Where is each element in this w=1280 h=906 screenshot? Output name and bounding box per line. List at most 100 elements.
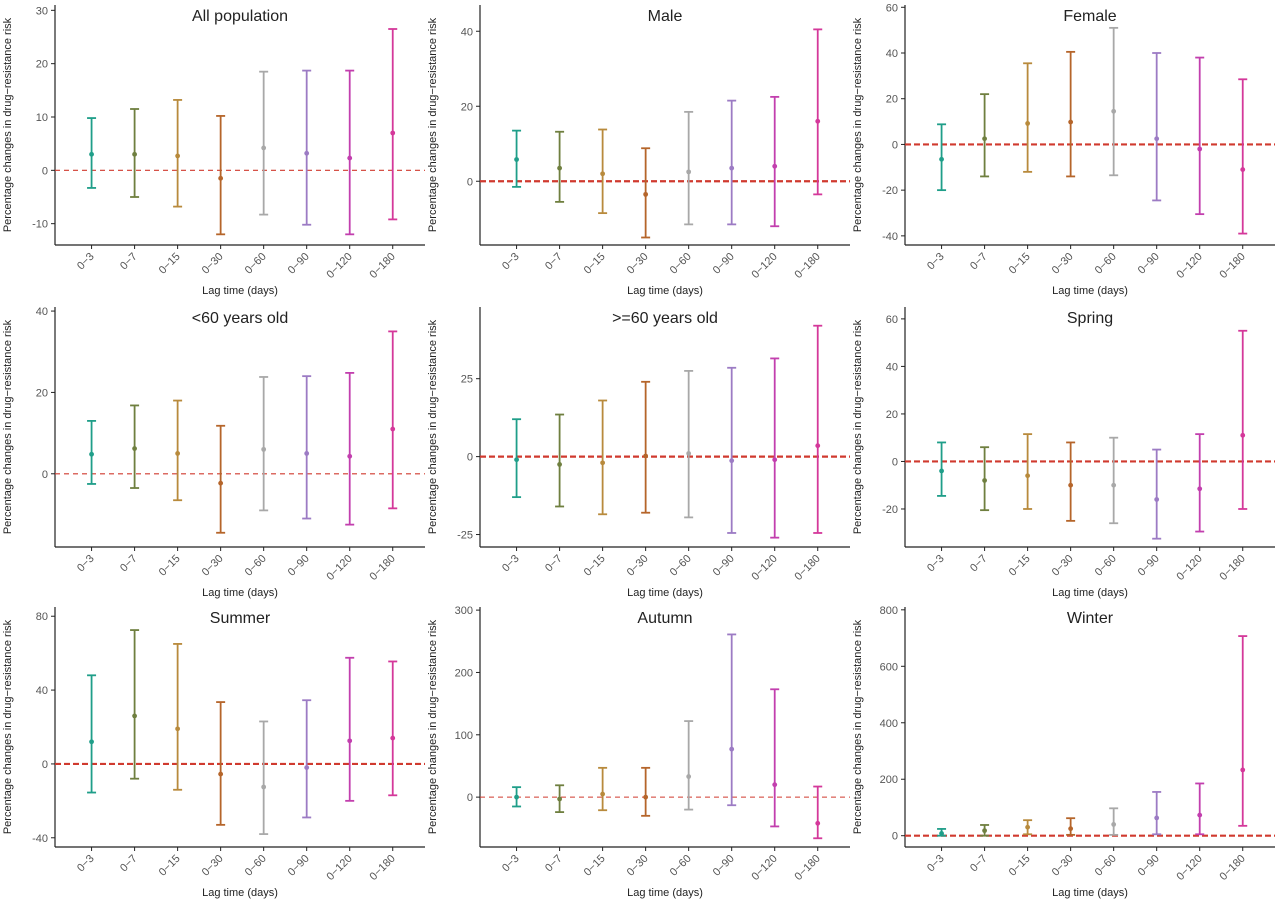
point-estimate: [643, 191, 649, 197]
y-tick-label: 25: [461, 374, 473, 386]
point-estimate: [1240, 767, 1246, 773]
point-estimate: [347, 155, 353, 161]
point-estimate: [982, 136, 987, 142]
point-estimate: [1197, 146, 1203, 152]
point-estimate: [1154, 497, 1160, 502]
point-estimate: [89, 151, 94, 157]
point-estimate: [1154, 136, 1160, 142]
point-estimate: [1154, 815, 1160, 821]
point-estimate: [1111, 822, 1117, 827]
error-bar: [345, 371, 355, 526]
y-tick-label: 0: [42, 759, 48, 771]
point-estimate: [1111, 482, 1117, 488]
point-estimate: [89, 739, 94, 745]
point-estimate: [261, 446, 267, 452]
point-estimate: [600, 171, 606, 177]
error-bar: [1238, 635, 1248, 827]
error-bar: [641, 766, 651, 817]
error-bar: [130, 629, 140, 780]
y-tick-label: -40: [882, 231, 898, 243]
y-tick-label: 800: [880, 605, 898, 617]
point-estimate: [643, 794, 649, 800]
error-bar: [770, 95, 780, 228]
x-tick-label: 0−120: [749, 251, 779, 281]
y-tick-label: 60: [886, 2, 898, 14]
y-tick-label: 0: [892, 831, 898, 843]
chart-panel: Summer Percentage changes in drug−resista…: [2, 607, 425, 899]
error-bar: [130, 404, 140, 489]
point-estimate: [514, 157, 519, 162]
x-tick-label: 0−30: [1050, 853, 1076, 879]
y-axis-title: Percentage changes in drug−resistance ri…: [852, 619, 864, 834]
error-bar: [937, 441, 947, 497]
error-bar: [813, 785, 823, 840]
error-bar: [345, 656, 355, 802]
x-tick-label: 0−60: [668, 553, 694, 579]
error-bar: [216, 424, 226, 534]
error-bar: [684, 369, 694, 519]
x-tick-label: 0−90: [286, 853, 312, 879]
error-bar: [1066, 441, 1076, 522]
panel-title: Female: [1063, 8, 1116, 25]
y-tick-label: 0: [892, 139, 898, 151]
error-bar: [259, 376, 269, 512]
error-bar: [980, 446, 990, 512]
x-tick-label: 0−15: [157, 853, 183, 879]
point-estimate: [1111, 108, 1117, 114]
y-axis-title: Percentage changes in drug−resistance ri…: [2, 319, 14, 534]
error-bar: [937, 828, 947, 837]
chart-panel: Male Percentage changes in drug−resistanc…: [427, 5, 850, 297]
point-estimate: [686, 774, 692, 779]
x-tick-label: 0−90: [711, 553, 737, 579]
error-bar: [1066, 50, 1076, 178]
error-bar: [259, 720, 269, 835]
error-bar: [1195, 56, 1205, 216]
y-tick-label: 200: [880, 774, 898, 786]
y-tick-label: 0: [42, 469, 48, 481]
point-estimate: [390, 426, 396, 432]
point-estimate: [1197, 486, 1203, 492]
error-bar: [727, 99, 737, 226]
point-estimate: [1025, 121, 1031, 126]
chart-panel: <60 years old Percentage changes in drug−…: [2, 306, 425, 599]
point-estimate: [772, 782, 778, 788]
x-tick-label: 0−3: [925, 553, 947, 575]
y-tick-label: 30: [36, 5, 48, 17]
x-tick-label: 0−60: [1093, 553, 1119, 579]
x-tick-label: 0−15: [157, 251, 183, 277]
y-tick-label: 40: [886, 48, 898, 60]
panel-title: Autumn: [637, 610, 692, 627]
x-tick-label: 0−180: [368, 553, 398, 583]
point-estimate: [939, 831, 944, 836]
point-estimate: [390, 735, 396, 741]
point-estimate: [304, 451, 310, 456]
x-tick-label: 0−3: [75, 853, 97, 875]
chart-panel: Spring Percentage changes in drug−resista…: [852, 307, 1275, 599]
error-bar: [684, 110, 694, 226]
x-tick-label: 0−120: [324, 251, 354, 281]
panel-title: <60 years old: [192, 310, 289, 327]
x-tick-label: 0−90: [1136, 853, 1162, 879]
x-tick-label: 0−3: [500, 553, 522, 575]
x-tick-label: 0−15: [1007, 251, 1033, 277]
error-bar: [1109, 436, 1119, 525]
y-tick-label: 0: [892, 456, 898, 468]
x-tick-label: 0−90: [711, 251, 737, 277]
x-tick-label: 0−30: [625, 251, 651, 277]
x-tick-label: 0−60: [1093, 251, 1119, 277]
y-tick-label: -10: [32, 219, 48, 231]
y-tick-label: -40: [32, 833, 48, 845]
y-tick-label: 600: [880, 661, 898, 673]
x-tick-label: 0−30: [200, 251, 226, 277]
error-bar: [388, 28, 398, 221]
y-axis-title: Percentage changes in drug−resistance ri…: [852, 17, 864, 232]
x-tick-label: 0−3: [75, 553, 97, 575]
point-estimate: [772, 457, 778, 463]
point-estimate: [514, 794, 519, 800]
x-tick-label: 0−3: [500, 853, 522, 875]
x-axis-title: Lag time (days): [1052, 587, 1128, 599]
x-axis-title: Lag time (days): [627, 887, 703, 899]
error-bar: [512, 129, 522, 188]
y-tick-label: 20: [886, 94, 898, 106]
error-bar: [1023, 819, 1033, 836]
